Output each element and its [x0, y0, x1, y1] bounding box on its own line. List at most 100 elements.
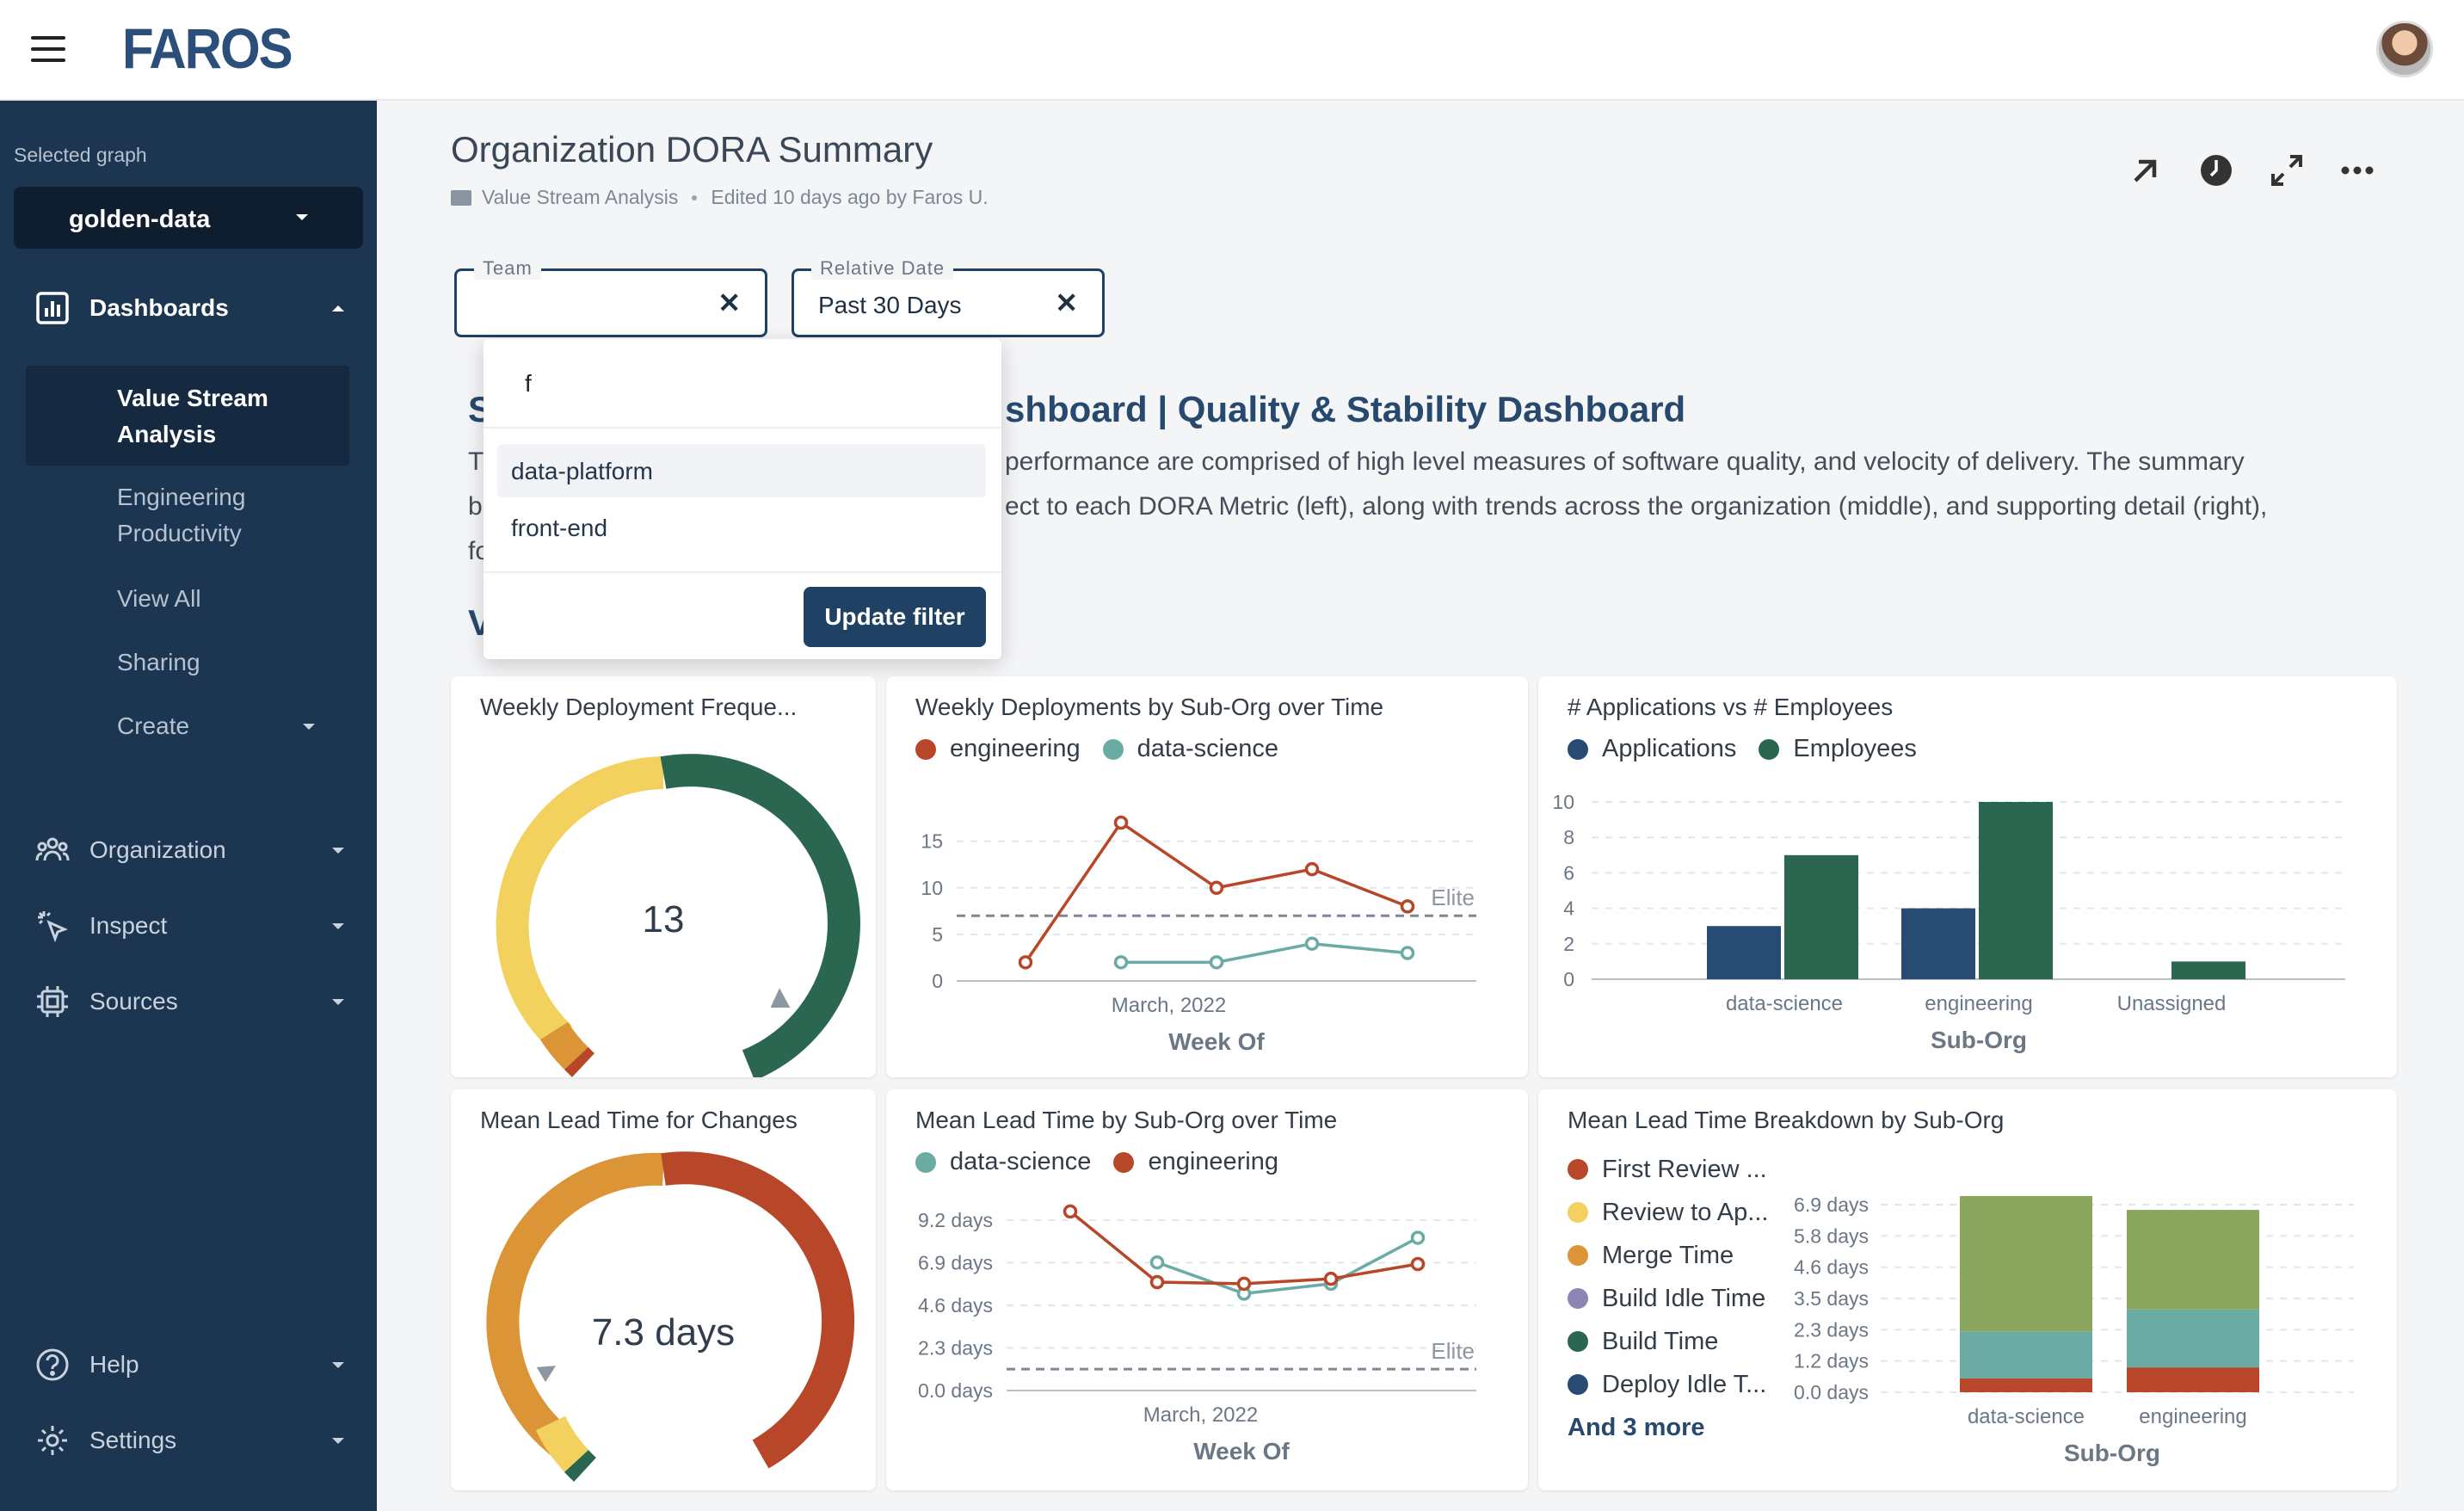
- card-title: Weekly Deployments by Sub-Org over Time: [915, 694, 1384, 720]
- sidebar-item-label: Dashboards: [89, 294, 229, 321]
- people-icon: [34, 832, 71, 868]
- breakdown-legend: First Review ... Review to Ap... Merge T…: [1568, 1148, 1768, 1449]
- sidebar-item-create[interactable]: Create: [117, 708, 315, 744]
- legend-item: data-science: [1102, 735, 1278, 763]
- data-point: [1304, 861, 1320, 877]
- sidebar-item-sharing[interactable]: Sharing: [117, 649, 200, 675]
- bar-Employees: [1979, 802, 2053, 979]
- data-point: [1063, 1204, 1078, 1219]
- chevron-down-icon: [332, 998, 344, 1005]
- card-lead-time-breakdown: Mean Lead Time Breakdown by Sub-Org Firs…: [1538, 1089, 2397, 1490]
- chevron-down-icon: [303, 724, 315, 730]
- gauge-pointer-icon: [533, 1363, 559, 1385]
- description-line-1: performance are comprised of high level …: [1005, 447, 2245, 476]
- legend-item: engineering: [915, 735, 1081, 763]
- y-tick-label: 2.3 days: [918, 1337, 993, 1360]
- sidebar-item-sources[interactable]: Sources: [34, 984, 344, 1020]
- legend-more-link[interactable]: And 3 more: [1568, 1414, 1705, 1441]
- team-filter[interactable]: Team ✕: [454, 257, 767, 337]
- clear-date-icon[interactable]: ✕: [1055, 287, 1078, 318]
- team-option-data-platform[interactable]: data-platform: [497, 444, 986, 497]
- team-filter-label: Team: [474, 257, 541, 280]
- sidebar-item-help[interactable]: Help: [34, 1347, 344, 1383]
- legend-item: Review to Ap...: [1568, 1191, 1768, 1234]
- applications-employees-bar-chart: 0 2 4 6 8 10 data-science engineering Unassigned…: [1552, 791, 2345, 1053]
- chevron-down-icon: [332, 847, 344, 854]
- sidebar-item-label: Organization: [89, 836, 226, 863]
- legend-item: data-science: [915, 1148, 1091, 1176]
- fullscreen-icon[interactable]: [2268, 151, 2306, 189]
- team-search-input[interactable]: f: [525, 370, 532, 397]
- y-tick-label: 10: [921, 877, 943, 899]
- breadcrumb-link[interactable]: Value Stream Analysis: [482, 186, 679, 208]
- series-line-data-science: [1121, 941, 1408, 965]
- update-filter-button[interactable]: Update filter: [804, 587, 986, 647]
- legend-item: Employees: [1759, 735, 1917, 763]
- data-point: [1323, 1271, 1339, 1286]
- card-weekly-deployment-frequency: Weekly Deployment Freque... 13: [451, 676, 876, 1077]
- history-clock-icon[interactable]: [2197, 151, 2235, 189]
- faros-logo[interactable]: FAROS: [122, 16, 293, 81]
- divider: [484, 571, 1001, 573]
- lead-time-gauge: [486, 1151, 855, 1482]
- user-avatar[interactable]: [2376, 21, 2433, 77]
- y-tick-label: 4: [1563, 897, 1574, 920]
- sidebar-item-dashboards[interactable]: Dashboards: [34, 290, 344, 326]
- card-lead-time-trend: Mean Lead Time by Sub-Org over Time data…: [886, 1089, 1528, 1490]
- card-mean-lead-time: Mean Lead Time for Changes 7.3 days: [451, 1089, 876, 1490]
- elite-label: Elite: [1431, 885, 1475, 910]
- data-point: [1209, 955, 1224, 970]
- legend-item: First Review ...: [1568, 1148, 1768, 1191]
- more-options-icon[interactable]: [2338, 151, 2376, 189]
- sidebar-item-value-stream-analysis[interactable]: Value Stream Analysis: [117, 385, 268, 447]
- chevron-down-icon: [332, 1361, 344, 1368]
- clear-team-icon[interactable]: ✕: [718, 287, 741, 318]
- sidebar-item-engineering-productivity[interactable]: Engineering Productivity: [117, 484, 246, 546]
- legend-item: Merge Time: [1568, 1234, 1768, 1277]
- gauge-segment-yellow: [535, 1415, 594, 1478]
- chart-legend: Applications Employees: [1568, 735, 1939, 763]
- graph-select-value: golden-data: [69, 206, 211, 233]
- weekly-deployments-line-chart: 0 5 10 15 Elite March, 2022 Week Of: [921, 815, 1476, 1055]
- sidebar-item-settings[interactable]: Settings: [34, 1422, 344, 1459]
- y-tick-label: 5: [932, 923, 943, 946]
- card-title: Mean Lead Time Breakdown by Sub-Org: [1568, 1107, 2005, 1133]
- section-title: shboard | Quality & Stability Dashboard: [1005, 389, 1686, 429]
- chevron-down-icon: [332, 1437, 344, 1444]
- sidebar-item-label: Help: [89, 1351, 139, 1378]
- card-weekly-deployments-trend: Weekly Deployments by Sub-Org over Time …: [886, 676, 1528, 1077]
- legend-item: engineering: [1113, 1148, 1278, 1176]
- y-tick-label: 10: [1552, 791, 1574, 813]
- deployment-gauge: [496, 754, 860, 1077]
- elite-label: Elite: [1431, 1338, 1475, 1364]
- data-point: [1410, 1256, 1426, 1272]
- menu-icon[interactable]: [31, 36, 65, 62]
- relative-date-filter[interactable]: Relative Date Past 30 Days ✕: [792, 257, 1105, 337]
- sidebar-item-view-all[interactable]: View All: [117, 585, 201, 612]
- y-tick-label: 2.3 days: [1794, 1318, 1869, 1341]
- y-tick-label: 9.2 days: [918, 1209, 993, 1231]
- open-external-icon[interactable]: [2127, 151, 2165, 189]
- series-line-data-science: [1156, 1236, 1419, 1296]
- data-point: [1236, 1276, 1252, 1292]
- gauge-segment-orange: [486, 1152, 664, 1458]
- team-option-front-end[interactable]: front-end: [511, 515, 608, 541]
- sidebar-item-label: Settings: [89, 1427, 177, 1453]
- graph-select[interactable]: golden-data: [14, 187, 363, 249]
- x-axis-label: Week Of: [1193, 1438, 1290, 1465]
- chevron-down-icon: [296, 214, 308, 220]
- lead-time-breakdown-stacked-bar-chart: 0.0 days 1.2 days 2.3 days 3.5 days 4.6 days…: [1794, 1193, 2354, 1466]
- sidebar-item-inspect[interactable]: Inspect: [34, 908, 344, 944]
- data-point: [1400, 946, 1415, 960]
- divider: [484, 427, 1001, 429]
- relative-date-label: Relative Date: [811, 257, 954, 280]
- data-point: [1209, 880, 1224, 896]
- y-tick-label: 3.5 days: [1794, 1287, 1869, 1310]
- y-tick-label: 6: [1563, 861, 1574, 884]
- page-title: Organization DORA Summary: [451, 129, 933, 170]
- sidebar-item-organization[interactable]: Organization: [34, 832, 344, 868]
- folder-icon: [451, 189, 471, 206]
- gauge-segment-red: [564, 1046, 595, 1077]
- chevron-down-icon: [332, 922, 344, 929]
- x-tick-label: March, 2022: [1143, 1403, 1258, 1427]
